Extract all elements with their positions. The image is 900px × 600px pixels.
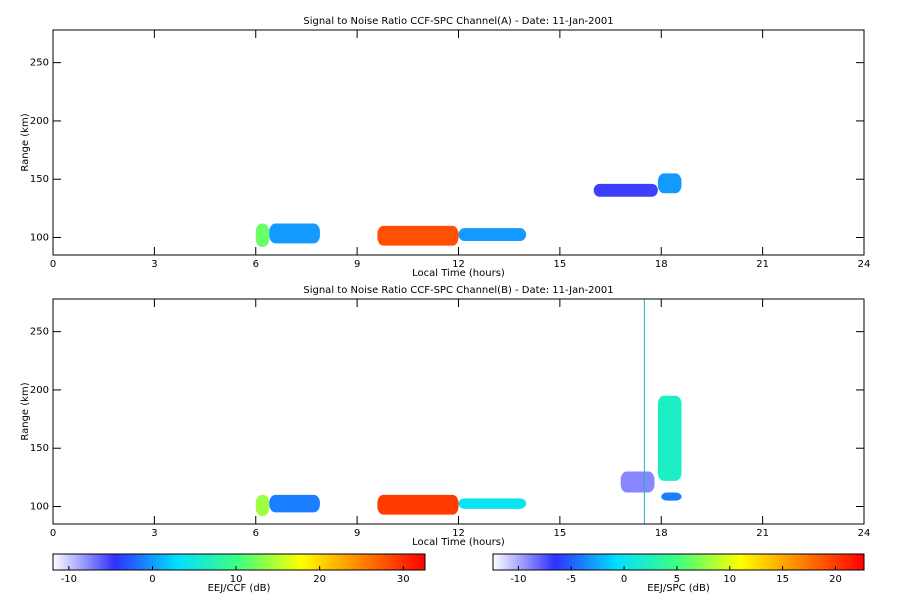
echo-region <box>593 183 658 197</box>
colorbar-tick-label: 20 <box>829 574 842 585</box>
x-axis-label: Local Time (hours) <box>412 537 505 548</box>
x-tick-label: 0 <box>50 528 56 539</box>
echo-region <box>377 225 459 246</box>
colorbar <box>52 553 426 571</box>
colorbar-tick-label: 0 <box>149 574 155 585</box>
colorbar-tick-label: 10 <box>723 574 736 585</box>
echo-region <box>458 228 527 242</box>
y-tick-label: 200 <box>30 116 49 127</box>
colorbar-tick-label: -10 <box>510 574 526 585</box>
x-tick-label: 24 <box>858 259 871 270</box>
x-tick-label: 12 <box>452 528 465 539</box>
colorbar-tick-label: 15 <box>776 574 789 585</box>
echo-region <box>620 471 655 493</box>
colorbar-label: EEJ/CCF (dB) <box>208 583 271 594</box>
echo-region <box>657 173 682 194</box>
colorbar-tick-label: 5 <box>674 574 680 585</box>
y-tick-label: 100 <box>30 233 49 244</box>
chart-title: Signal to Noise Ratio CCF-SPC Channel(B)… <box>303 285 613 296</box>
y-tick-label: 150 <box>30 174 49 185</box>
x-tick-label: 9 <box>354 259 360 270</box>
y-tick-label: 150 <box>30 443 49 454</box>
x-tick-label: 18 <box>655 528 668 539</box>
plot-frame <box>52 29 865 256</box>
x-tick-label: 0 <box>50 259 56 270</box>
y-tick-label: 200 <box>30 385 49 396</box>
x-tick-label: 9 <box>354 528 360 539</box>
echo-region <box>269 223 320 244</box>
x-tick-label: 6 <box>253 259 259 270</box>
x-tick-label: 6 <box>253 528 259 539</box>
colorbar <box>492 553 865 571</box>
x-tick-label: 3 <box>151 259 157 270</box>
x-tick-label: 18 <box>655 259 668 270</box>
x-tick-label: 3 <box>151 528 157 539</box>
y-tick-label: 250 <box>30 327 49 338</box>
x-tick-label: 24 <box>858 528 871 539</box>
x-tick-label: 21 <box>756 528 769 539</box>
echo-region <box>255 494 270 516</box>
echo-region <box>661 492 682 501</box>
x-tick-label: 21 <box>756 259 769 270</box>
x-tick-label: 15 <box>554 528 567 539</box>
plot-frame <box>52 298 865 525</box>
chart-title: Signal to Noise Ratio CCF-SPC Channel(A)… <box>303 16 613 27</box>
colorbar-tick-label: 30 <box>397 574 410 585</box>
y-tick-label: 100 <box>30 502 49 513</box>
y-tick-label: 250 <box>30 58 49 69</box>
echo-region <box>657 395 682 481</box>
echo-region <box>269 494 320 513</box>
x-axis-label: Local Time (hours) <box>412 268 505 279</box>
echo-region <box>458 498 527 509</box>
colorbar-tick-label: -10 <box>61 574 77 585</box>
colorbar-label: EEJ/SPC (dB) <box>647 583 710 594</box>
x-tick-label: 12 <box>452 259 465 270</box>
colorbar-tick-label: 10 <box>230 574 243 585</box>
colorbar-tick-label: -5 <box>566 574 576 585</box>
echo-region <box>377 494 459 515</box>
colorbar-tick-label: 0 <box>621 574 627 585</box>
y-axis-label: Range (km) <box>20 113 31 171</box>
x-tick-label: 15 <box>554 259 567 270</box>
y-axis-label: Range (km) <box>20 382 31 440</box>
echo-region <box>255 223 270 247</box>
colorbar-tick-label: 20 <box>313 574 326 585</box>
